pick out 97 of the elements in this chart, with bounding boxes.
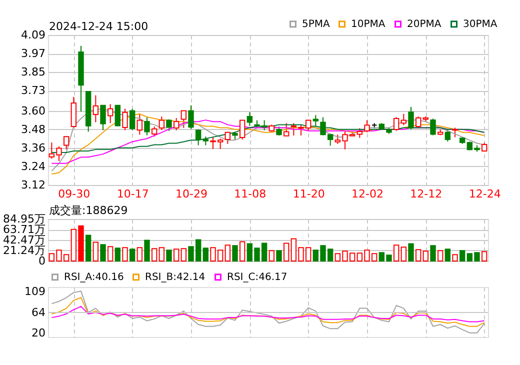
candlestick — [246, 112, 253, 126]
candlestick — [144, 116, 150, 136]
legend-label: 30PMA — [463, 19, 498, 30]
candlestick — [173, 118, 180, 131]
line-series — [51, 290, 485, 334]
bar — [136, 247, 143, 262]
x-tick-label: 11-08 — [234, 188, 266, 200]
bar — [459, 250, 466, 262]
bar — [180, 248, 187, 262]
x-tick-label: 09-30 — [58, 188, 90, 200]
candlestick — [158, 116, 165, 131]
y-tick-label: 3.12 — [21, 178, 46, 192]
candlestick — [122, 108, 128, 131]
y-tick-label: 21.24万 — [3, 244, 46, 257]
bar — [276, 250, 282, 262]
y-tick-label: 109 — [24, 285, 46, 298]
bar — [202, 248, 209, 262]
legend-label: 10PMA — [351, 19, 386, 30]
y-tick-label: 63.71万 — [3, 223, 46, 236]
y-tick-label: 0 — [38, 254, 46, 268]
bar — [393, 244, 400, 262]
line-series — [51, 306, 485, 322]
bar — [232, 245, 238, 262]
candlestick — [92, 94, 99, 123]
bar — [92, 242, 99, 262]
candlestick — [114, 104, 121, 127]
legend-label: 20PMA — [407, 19, 442, 30]
y-tick-label: 3.36 — [21, 141, 46, 154]
y-tick-label: 3.97 — [21, 47, 46, 60]
bar — [107, 246, 114, 262]
x-tick-label: 11-20 — [292, 188, 325, 200]
chart-title: 成交量:188629 — [49, 204, 128, 217]
bar — [114, 248, 121, 262]
candlestick — [224, 131, 231, 144]
bar — [100, 244, 106, 262]
candlestick — [136, 113, 143, 136]
x-tick-label: 12-12 — [410, 188, 442, 200]
legend-label: RSI_B:42.14 — [145, 272, 206, 284]
legend-label: 5PMA — [302, 19, 330, 30]
bar — [224, 244, 231, 262]
y-tick-label: 20 — [32, 326, 46, 340]
candlestick — [151, 126, 158, 138]
bar — [444, 248, 451, 262]
candlestick — [70, 96, 77, 128]
y-tick-label: 3.24 — [21, 160, 46, 173]
bar — [85, 234, 92, 262]
legend-label: RSI_C:46.17 — [227, 272, 288, 284]
bar — [173, 248, 180, 262]
bar — [122, 247, 128, 262]
candlestick — [107, 104, 114, 124]
candlestick — [180, 110, 187, 128]
candlestick — [312, 114, 319, 128]
candlestick — [452, 127, 458, 138]
bar — [158, 247, 165, 262]
bar — [129, 248, 136, 262]
bar — [166, 250, 172, 262]
candlestick — [63, 136, 70, 150]
bar — [400, 246, 407, 262]
bar — [415, 249, 422, 262]
candlestick — [415, 116, 422, 128]
bar — [408, 243, 414, 262]
bar — [481, 251, 488, 262]
y-tick-label: 3.85 — [21, 66, 46, 79]
y-tick-label: 42.47万 — [3, 234, 46, 246]
x-tick-label: 12-24 — [468, 188, 501, 200]
bar — [144, 240, 150, 262]
y-tick-label: 3.73 — [21, 84, 46, 98]
bar — [422, 250, 429, 262]
bar — [268, 250, 275, 262]
y-tick-label: 3.48 — [21, 122, 46, 136]
candlestick — [195, 128, 202, 146]
candlestick — [408, 106, 414, 130]
candlestick — [444, 128, 451, 142]
bar — [239, 241, 246, 262]
legend-label: RSI_A:40.16 — [64, 272, 124, 284]
bar — [430, 245, 436, 262]
y-tick-label: 64 — [32, 306, 46, 319]
candlestick — [188, 104, 194, 130]
bar — [283, 242, 290, 262]
candlestick — [100, 104, 106, 131]
y-tick-label: 84.95万 — [3, 212, 46, 226]
chart-title: 2024-12-24 15:00 — [49, 20, 148, 33]
y-tick-label: 3.60 — [21, 104, 46, 118]
candlestick — [430, 118, 436, 136]
y-tick-label: 4.09 — [21, 28, 46, 42]
candlestick — [393, 116, 400, 132]
bar — [151, 248, 158, 262]
bar — [437, 250, 444, 262]
x-tick-label: 10-29 — [176, 188, 208, 200]
candlestick — [239, 120, 246, 140]
x-tick-label: 12-02 — [352, 188, 384, 200]
bar — [452, 254, 458, 262]
candlestick — [400, 113, 407, 126]
candlestick — [129, 108, 136, 131]
line-series — [51, 297, 485, 327]
candlestick — [283, 122, 290, 136]
x-tick-label: 10-17 — [116, 188, 149, 200]
